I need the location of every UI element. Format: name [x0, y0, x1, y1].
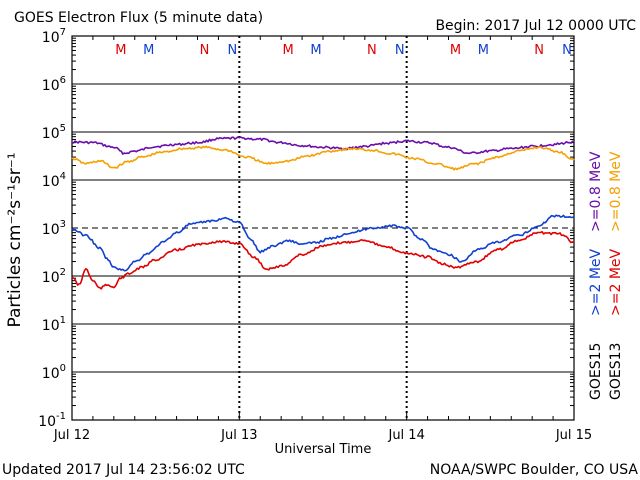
y-tick-label: 103 [42, 219, 66, 238]
legend-entry: GOES15 [588, 343, 604, 400]
local-time-marker: N [200, 43, 210, 58]
y-tick-label: 106 [42, 75, 66, 94]
y-tick-label: 101 [42, 315, 66, 334]
gridlines [72, 36, 574, 420]
chart-title: GOES Electron Flux (5 minute data) [14, 10, 263, 26]
series-line [71, 230, 575, 290]
legend-entry: >=2 MeV [588, 248, 604, 316]
y-tick-label: 107 [42, 27, 66, 46]
y-axis-title: Particles cm⁻²s⁻¹sr⁻¹ [5, 152, 25, 327]
legend-entry: GOES13 [608, 343, 624, 400]
legend-entry: >=2 MeV [608, 248, 624, 316]
y-tick-label: 104 [42, 171, 66, 190]
local-time-marker: M [115, 43, 126, 58]
x-tick-label: Jul 15 [555, 428, 592, 443]
x-tick-label: Jul 13 [220, 428, 257, 443]
legend-entry: >=0.8 MeV [588, 151, 604, 232]
local-time-marker: M [478, 43, 489, 58]
local-time-marker: N [395, 43, 405, 58]
local-time-marker: N [562, 43, 572, 58]
y-tick-label: 105 [42, 123, 66, 142]
x-tick-label: Jul 12 [53, 428, 90, 443]
series-layer [71, 136, 575, 290]
y-tick-label: 100 [42, 363, 66, 382]
begin-time: Begin: 2017 Jul 12 0000 UTC [435, 18, 636, 34]
x-axis-title: Universal Time [275, 442, 372, 457]
local-time-marker: N [534, 43, 544, 58]
legend-entry: >=0.8 MeV [608, 151, 624, 232]
local-time-marker: M [310, 43, 321, 58]
series-line [71, 214, 575, 272]
local-time-marker: N [227, 43, 237, 58]
y-tick-labels: 107 106 105 104 103 102 101 100 10-1 [38, 27, 66, 430]
x-tick-labels: Jul 12 Jul 13 Jul 14 Jul 15 [53, 428, 592, 443]
axis-ticks [71, 36, 575, 420]
credit-text: NOAA/SWPC Boulder, CO USA [430, 462, 639, 478]
y-tick-label: 10-1 [38, 411, 66, 430]
local-time-marker: M [143, 43, 154, 58]
x-tick-label: Jul 14 [387, 428, 424, 443]
series-line [71, 136, 575, 155]
local-time-marker: M [450, 43, 461, 58]
local-time-marker: M [283, 43, 294, 58]
y-tick-label: 102 [42, 267, 66, 286]
updated-time: Updated 2017 Jul 14 23:56:02 UTC [2, 462, 245, 478]
series-line [71, 145, 575, 171]
local-time-marker: N [367, 43, 377, 58]
